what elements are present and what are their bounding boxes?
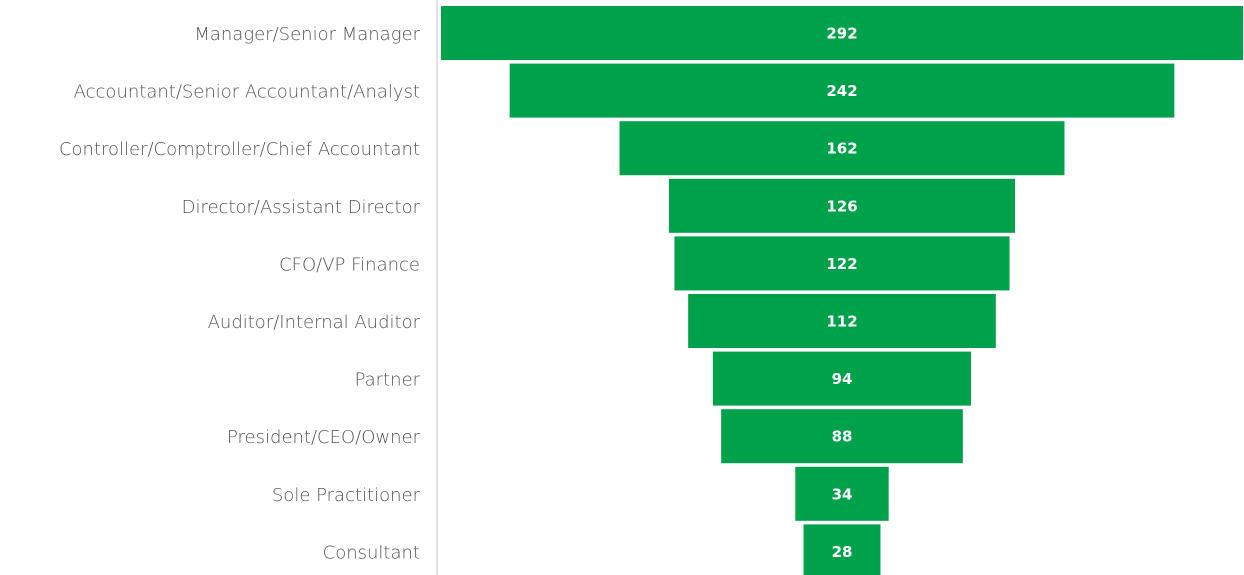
funnel-bar — [803, 524, 881, 575]
funnel-bar — [668, 178, 1016, 233]
funnel-bar — [619, 121, 1065, 176]
funnel-bar — [721, 409, 963, 464]
category-label: Sole Practitioner — [272, 485, 421, 506]
funnel-bar — [688, 294, 996, 348]
category-label: Consultant — [323, 542, 420, 563]
data-label: 88 — [832, 428, 853, 446]
data-label: 28 — [832, 543, 853, 561]
category-label: Controller/Comptroller/Chief Accountant — [59, 139, 420, 160]
funnel-bar — [795, 466, 889, 521]
data-label: 94 — [832, 370, 853, 388]
data-label: 162 — [826, 140, 857, 158]
data-label: 242 — [826, 82, 857, 100]
data-label: 112 — [826, 313, 857, 331]
category-label: Manager/Senior Manager — [194, 24, 420, 45]
data-label: 126 — [826, 197, 857, 215]
data-label: 122 — [826, 255, 857, 273]
category-label: Partner — [355, 370, 421, 391]
funnel-bar — [441, 6, 1243, 60]
category-label: Auditor/Internal Auditor — [208, 312, 421, 333]
data-label: 292 — [826, 25, 857, 43]
category-label: CFO/VP Finance — [279, 254, 420, 275]
category-label: President/CEO/Owner — [227, 427, 421, 448]
funnel-bar — [674, 236, 1010, 291]
funnel-bar — [509, 63, 1175, 118]
category-label: Director/Assistant Director — [182, 197, 421, 218]
data-label: 34 — [832, 485, 853, 503]
category-label: Accountant/Senior Accountant/Analyst — [74, 82, 420, 103]
funnel-bar — [712, 351, 972, 406]
